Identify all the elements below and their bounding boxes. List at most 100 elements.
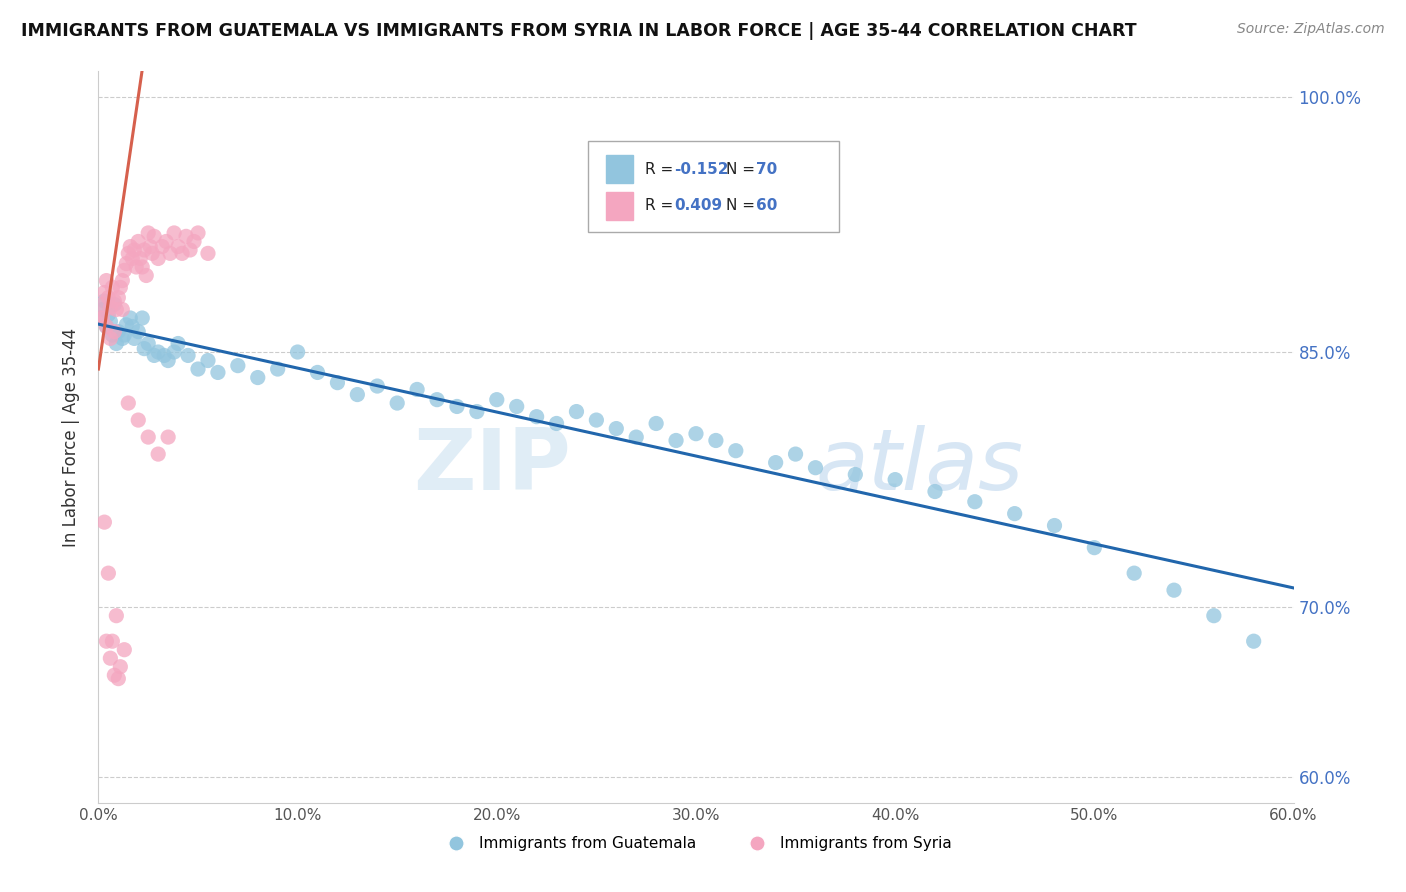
Text: N =: N = bbox=[725, 161, 759, 177]
Point bbox=[136, 336, 159, 351]
Text: ZIP: ZIP bbox=[413, 425, 571, 508]
Point bbox=[765, 456, 787, 470]
Point bbox=[159, 246, 181, 260]
Point bbox=[804, 460, 827, 475]
Point bbox=[111, 274, 134, 288]
Point bbox=[426, 392, 449, 407]
Point bbox=[96, 634, 118, 648]
Point bbox=[91, 311, 114, 326]
Text: R =: R = bbox=[644, 161, 678, 177]
Point bbox=[125, 260, 148, 274]
Point bbox=[134, 342, 156, 356]
Point bbox=[96, 319, 118, 334]
Text: IMMIGRANTS FROM GUATEMALA VS IMMIGRANTS FROM SYRIA IN LABOR FORCE | AGE 35-44 CO: IMMIGRANTS FROM GUATEMALA VS IMMIGRANTS … bbox=[21, 22, 1136, 40]
Point bbox=[157, 353, 180, 368]
Point bbox=[287, 345, 309, 359]
Point bbox=[124, 331, 146, 345]
Point bbox=[120, 311, 142, 326]
Point bbox=[117, 246, 139, 260]
Point bbox=[150, 239, 173, 253]
Point bbox=[626, 430, 648, 444]
Point bbox=[174, 229, 197, 244]
Point bbox=[167, 239, 190, 253]
Point bbox=[148, 345, 170, 359]
Point bbox=[197, 353, 219, 368]
Point bbox=[187, 226, 209, 240]
Point bbox=[129, 252, 152, 266]
Point bbox=[117, 396, 139, 410]
Point bbox=[148, 252, 170, 266]
Point bbox=[131, 311, 153, 326]
Point bbox=[1163, 583, 1185, 598]
Point bbox=[91, 302, 114, 317]
Point bbox=[98, 314, 122, 328]
Point bbox=[97, 308, 120, 322]
Point bbox=[143, 348, 166, 362]
Text: N =: N = bbox=[725, 198, 759, 213]
Point bbox=[127, 325, 149, 339]
Point bbox=[465, 404, 488, 418]
Point bbox=[526, 409, 548, 424]
Point bbox=[105, 336, 128, 351]
Point bbox=[163, 345, 186, 359]
Point bbox=[121, 319, 143, 334]
Point bbox=[1083, 541, 1105, 555]
FancyBboxPatch shape bbox=[589, 141, 839, 232]
Point bbox=[93, 293, 115, 308]
Point bbox=[136, 226, 159, 240]
Point bbox=[89, 311, 111, 326]
Point bbox=[127, 235, 149, 249]
Point bbox=[105, 608, 128, 623]
Point bbox=[121, 252, 143, 266]
Point bbox=[197, 246, 219, 260]
Point bbox=[101, 328, 124, 343]
Point bbox=[110, 280, 132, 294]
Point bbox=[103, 293, 125, 308]
Point bbox=[1123, 566, 1146, 581]
Point bbox=[153, 348, 176, 362]
Point bbox=[785, 447, 807, 461]
Legend: Immigrants from Guatemala, Immigrants from Syria: Immigrants from Guatemala, Immigrants fr… bbox=[434, 830, 957, 857]
Point bbox=[963, 494, 986, 508]
Point bbox=[226, 359, 249, 373]
Point bbox=[246, 370, 269, 384]
Point bbox=[924, 484, 946, 499]
Point bbox=[110, 659, 132, 673]
Point bbox=[134, 243, 156, 257]
Point bbox=[98, 331, 122, 345]
Text: 0.409: 0.409 bbox=[675, 198, 723, 213]
Point bbox=[546, 417, 568, 431]
Point bbox=[96, 274, 118, 288]
Point bbox=[1243, 634, 1265, 648]
Point bbox=[107, 672, 129, 686]
Point bbox=[111, 302, 134, 317]
Point bbox=[115, 256, 138, 270]
Point bbox=[101, 634, 124, 648]
Point bbox=[346, 387, 368, 401]
Point bbox=[157, 430, 180, 444]
Point bbox=[207, 366, 229, 380]
Point bbox=[1043, 518, 1066, 533]
Point bbox=[685, 426, 707, 441]
Point bbox=[148, 447, 170, 461]
Point bbox=[112, 642, 135, 657]
Point bbox=[179, 243, 201, 257]
Point bbox=[112, 328, 135, 343]
Point bbox=[141, 246, 163, 260]
Point bbox=[93, 285, 115, 300]
Point bbox=[172, 246, 194, 260]
Point bbox=[446, 400, 468, 414]
Point bbox=[645, 417, 668, 431]
Point bbox=[506, 400, 529, 414]
Point bbox=[565, 404, 588, 418]
Point bbox=[326, 376, 349, 390]
Point bbox=[884, 473, 907, 487]
Text: atlas: atlas bbox=[815, 425, 1024, 508]
Point bbox=[143, 229, 166, 244]
Point bbox=[103, 325, 125, 339]
Point bbox=[307, 366, 329, 380]
Point bbox=[485, 392, 508, 407]
Point bbox=[127, 413, 149, 427]
Point bbox=[105, 302, 128, 317]
Bar bbox=[606, 192, 633, 219]
